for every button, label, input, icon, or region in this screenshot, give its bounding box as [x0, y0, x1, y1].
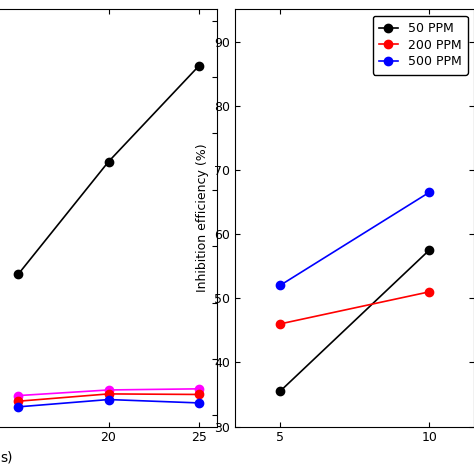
200 PPM	[277, 321, 283, 327]
Line: 200 PPM: 200 PPM	[276, 288, 433, 328]
50 PPM	[277, 389, 283, 394]
X-axis label: s): s)	[0, 450, 12, 464]
500 PPM	[277, 283, 283, 288]
50 PPM	[427, 247, 432, 253]
Legend: 50 PPM, 200 PPM, 500 PPM: 50 PPM, 200 PPM, 500 PPM	[373, 16, 468, 75]
500 PPM	[427, 190, 432, 195]
Line: 50 PPM: 50 PPM	[276, 246, 433, 395]
Line: 500 PPM: 500 PPM	[276, 188, 433, 290]
Y-axis label: Inhibition efficiency (%): Inhibition efficiency (%)	[196, 144, 209, 292]
200 PPM	[427, 289, 432, 295]
